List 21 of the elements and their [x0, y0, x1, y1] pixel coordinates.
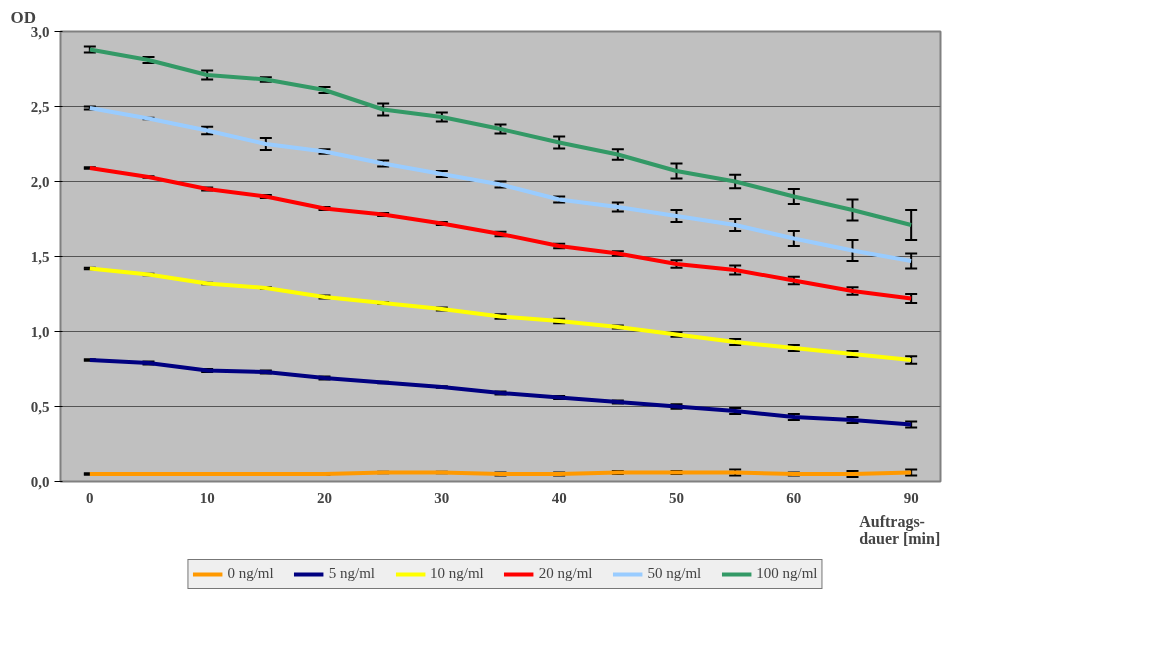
legend-label: 10 ng/ml: [429, 565, 484, 582]
y-tick-label: 1,0: [30, 323, 50, 340]
x-tick-label: 40: [551, 489, 567, 506]
y-tick-label: 2,5: [30, 98, 50, 115]
y-tick-label: 2,0: [30, 173, 50, 190]
legend-label: 50 ng/ml: [647, 565, 702, 582]
x-tick-label: 30: [434, 489, 450, 506]
x-tick-label: 50: [669, 489, 684, 506]
x-tick-label: 10: [199, 489, 215, 506]
y-tick-label: 1,5: [30, 248, 50, 265]
y-tick-label: 0,0: [30, 473, 50, 490]
x-tick-label: 20: [317, 489, 332, 506]
x-tick-label: 90: [903, 489, 919, 506]
legend-label: 0 ng/ml: [227, 565, 274, 582]
legend-label: 20 ng/ml: [538, 565, 593, 582]
x-axis-title: Auftrags- dauer [min]: [859, 512, 941, 547]
legend-label: 100 ng/ml: [756, 565, 818, 582]
x-tick-label: 0: [86, 489, 94, 506]
y-tick-label: 0,5: [30, 398, 50, 415]
legend-label: 5 ng/ml: [328, 565, 375, 582]
x-tick-label: 60: [786, 489, 802, 506]
